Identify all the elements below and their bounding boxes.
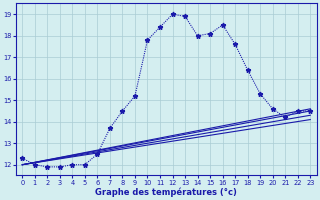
X-axis label: Graphe des températures (°c): Graphe des températures (°c) xyxy=(95,187,237,197)
